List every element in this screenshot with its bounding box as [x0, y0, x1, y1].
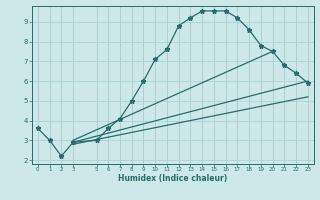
X-axis label: Humidex (Indice chaleur): Humidex (Indice chaleur): [118, 174, 228, 183]
